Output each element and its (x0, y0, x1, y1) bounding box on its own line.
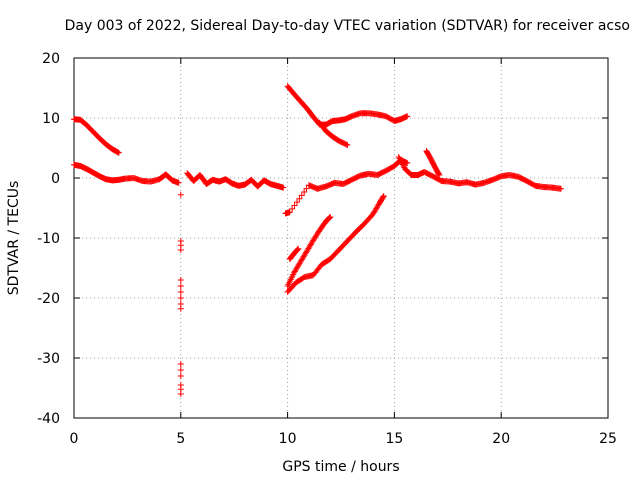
data-point (343, 141, 350, 148)
data-point (280, 184, 287, 191)
series-arc-rise-a (284, 214, 334, 289)
y-tick-label: 10 (42, 111, 60, 127)
data-point (115, 149, 122, 156)
x-tick-labels: 0 5 10 15 20 25 (70, 431, 617, 447)
x-tick-label: 5 (176, 431, 185, 447)
y-tick-label: 20 (42, 51, 60, 67)
series-arc3 (184, 170, 287, 191)
data-point (177, 283, 184, 289)
data-point (380, 193, 387, 200)
data-point (177, 391, 184, 397)
x-tick-label: 10 (279, 431, 297, 447)
series-arc2 (71, 161, 182, 186)
y-axis-label: SDTVAR / TECUs (6, 181, 22, 296)
y-tick-label: 0 (51, 171, 60, 187)
data-point (289, 205, 296, 212)
data-point (435, 171, 442, 178)
data-point (291, 202, 298, 209)
series-arc-mid (282, 157, 411, 217)
data-point (294, 247, 301, 253)
data-point (177, 295, 184, 301)
data-point (177, 305, 184, 312)
data-point (327, 214, 334, 220)
data-point (326, 214, 333, 221)
data-point (296, 195, 303, 202)
y-tick-labels: -40 -30 -20 -10 0 10 20 (37, 51, 60, 427)
axis-ticks (73, 57, 609, 419)
series-arc-descent (316, 119, 351, 148)
series-arc1 (71, 116, 122, 156)
x-tick-label: 15 (385, 431, 403, 447)
data-point (177, 191, 184, 198)
series-dropouts-5h (177, 191, 184, 397)
series-arc-right (395, 154, 565, 192)
data-point (177, 361, 184, 367)
series-arc-top-mid (284, 83, 411, 128)
y-tick-label: -20 (37, 291, 60, 307)
data-point (436, 172, 443, 178)
data-marks (71, 83, 565, 397)
data-point (175, 179, 182, 186)
x-tick-label: 20 (492, 431, 510, 447)
y-tick-label: -10 (37, 231, 60, 247)
grid (74, 58, 608, 418)
series-arc-spike (423, 148, 443, 178)
data-point (344, 142, 351, 148)
data-point (177, 289, 184, 295)
data-point (177, 373, 184, 379)
data-point (298, 192, 305, 199)
data-point (558, 185, 565, 192)
data-point (177, 247, 184, 253)
series-arc-rise-b (286, 245, 302, 262)
y-tick-label: -30 (37, 351, 60, 367)
data-point (294, 246, 301, 253)
x-tick-label: 0 (70, 431, 79, 447)
data-point (303, 185, 310, 192)
x-tick-label: 25 (599, 431, 617, 447)
chart-title: Day 003 of 2022, Sidereal Day-to-day VTE… (64, 18, 630, 34)
data-point (301, 188, 308, 195)
x-axis-label: GPS time / hours (282, 459, 399, 475)
data-point (380, 193, 387, 199)
data-point (286, 209, 293, 216)
data-point (326, 215, 333, 222)
data-point (295, 245, 302, 252)
data-point (177, 367, 184, 373)
data-point (177, 277, 184, 283)
series-arc-rise-c (284, 193, 387, 295)
data-point (404, 113, 411, 120)
data-point (293, 199, 300, 206)
data-point (404, 160, 411, 166)
y-tick-label: -40 (37, 411, 60, 427)
